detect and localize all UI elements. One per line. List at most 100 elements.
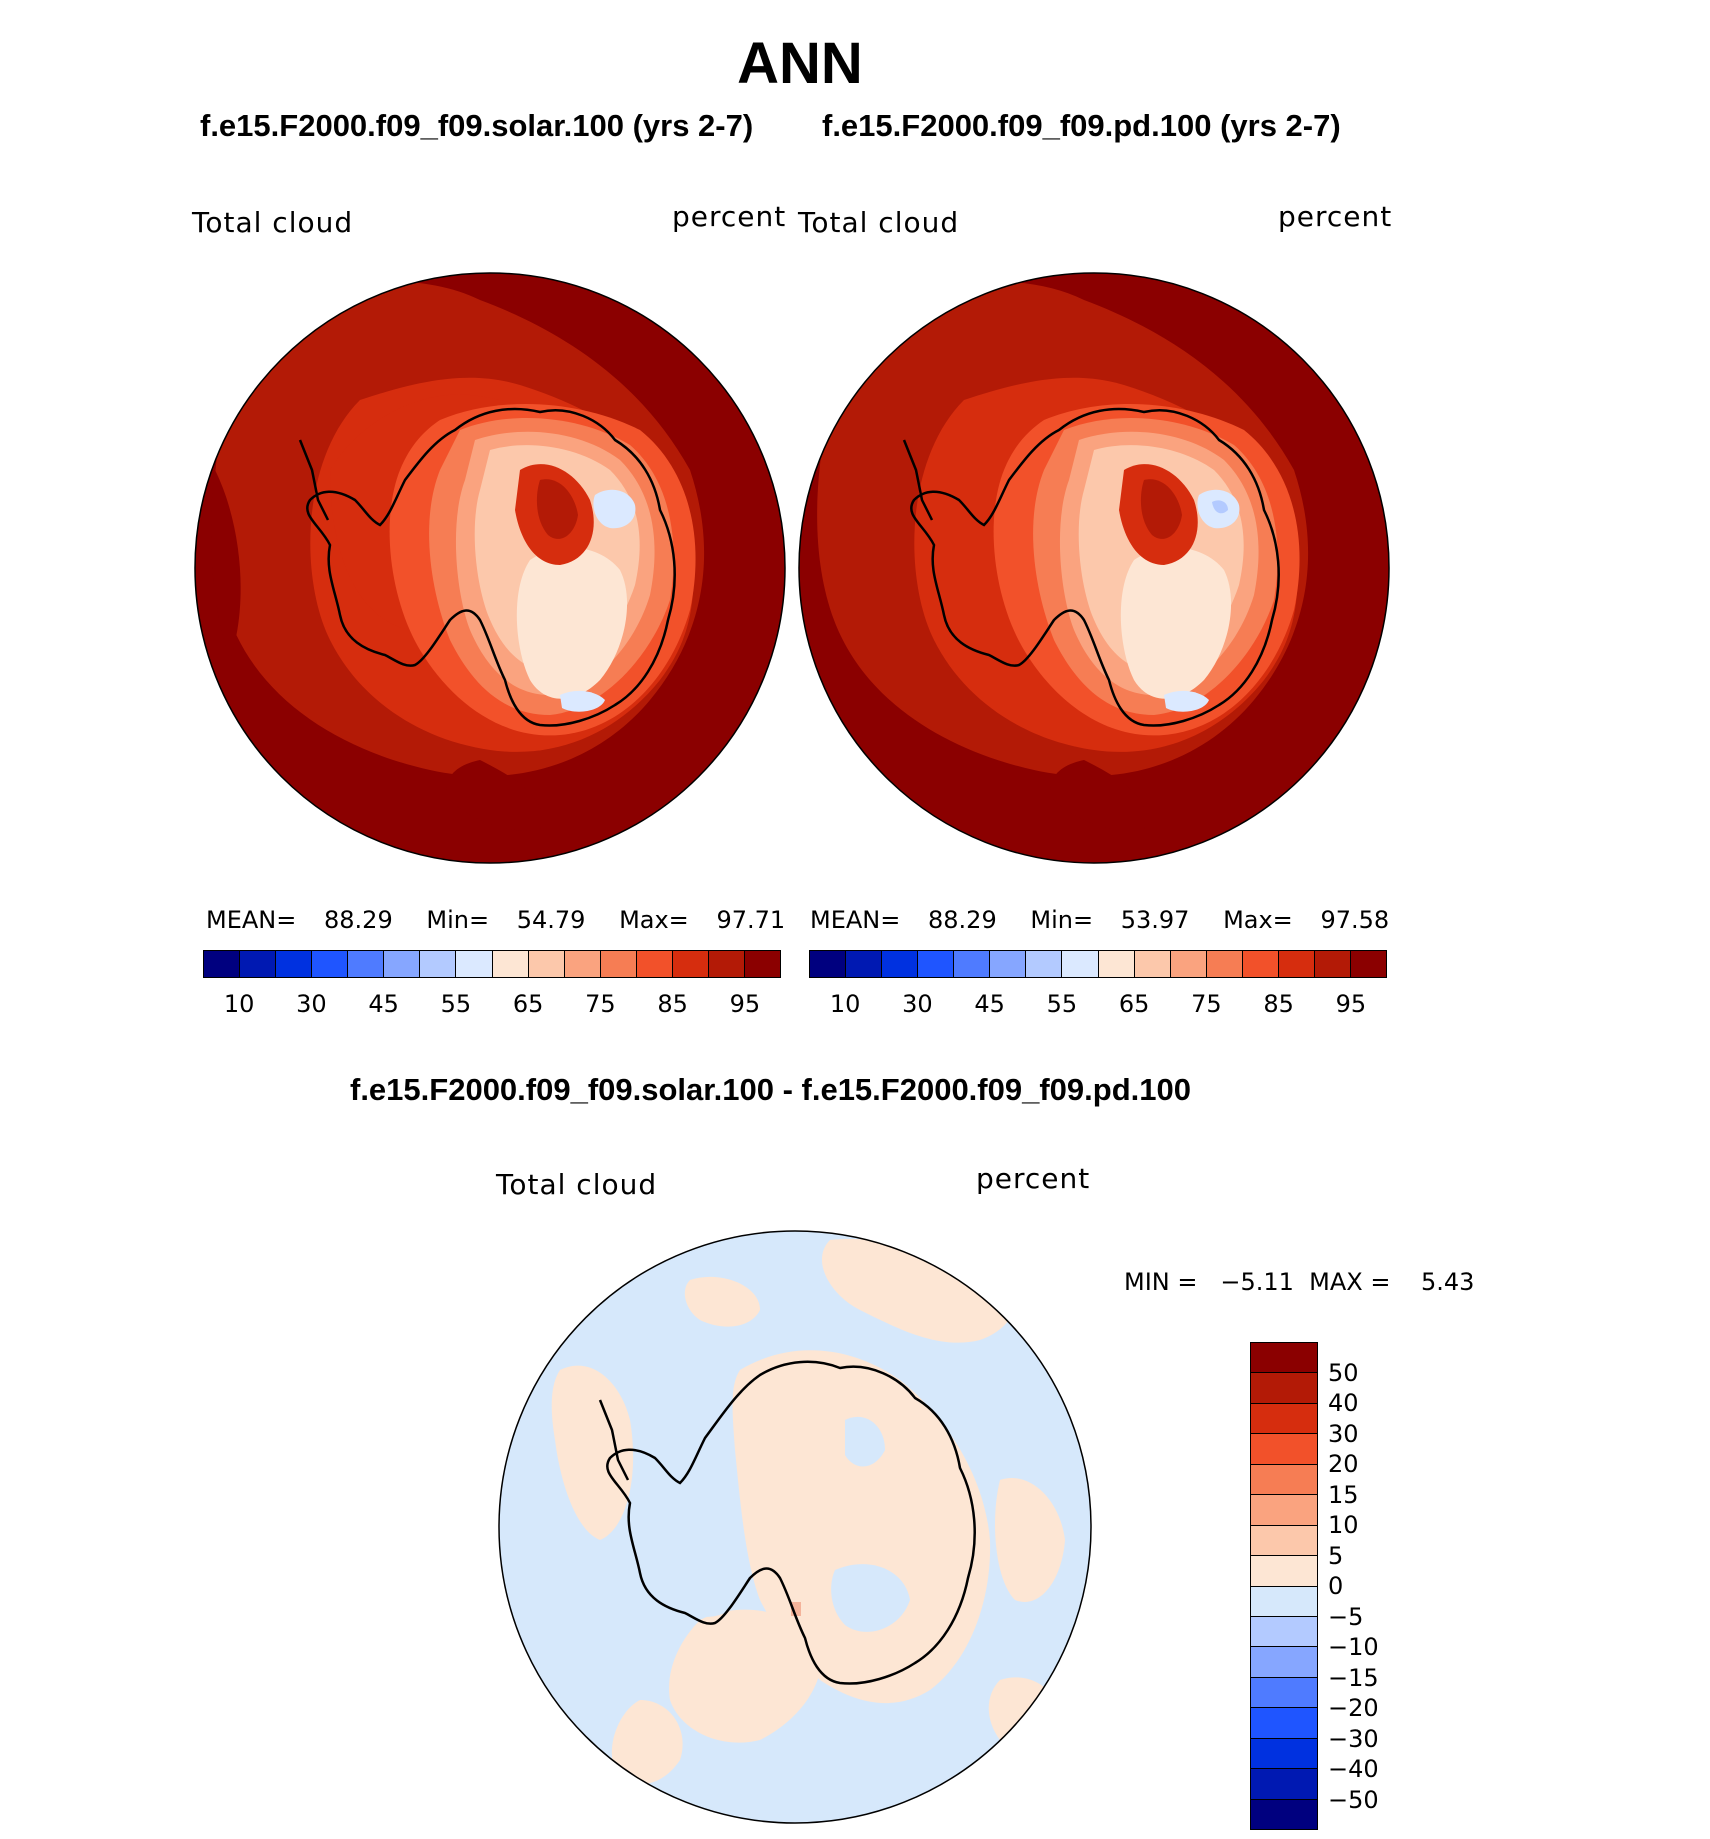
left-colorbar-tick-label: 65 — [512, 990, 544, 1018]
right-colorbar-swatch — [1350, 951, 1386, 977]
diff-colorbar — [1250, 1342, 1318, 1830]
diff-colorbar-swatch — [1251, 1464, 1317, 1496]
diff-colorbar-tick-label: 5 — [1328, 1541, 1344, 1570]
diff-colorbar-swatch — [1251, 1799, 1317, 1829]
right-colorbar-tick-label: 10 — [829, 990, 861, 1018]
left-variable-label: Total cloud — [192, 206, 354, 239]
left-colorbar-ticks: 10 30 45 55 65 75 85 95 — [203, 990, 781, 1020]
left-colorbar-swatch — [492, 951, 529, 977]
left-colorbar-tick-label: 85 — [657, 990, 688, 1018]
left-colorbar-swatch — [204, 951, 241, 977]
diff-colorbar-ticks: 50 40 30 20 15 10 5 0 −5 −10 −15 −20 −30 −40 −50 — [1328, 1342, 1408, 1830]
right-colorbar-tick-label: 65 — [1118, 990, 1150, 1018]
right-colorbar-swatch — [1026, 951, 1063, 977]
left-min-value: 54.79 — [516, 906, 586, 934]
diff-colorbar-tick-label: 10 — [1328, 1511, 1359, 1539]
right-colorbar-swatch — [1098, 951, 1135, 977]
right-colorbar — [809, 950, 1387, 978]
right-variable-label: Total cloud — [798, 206, 960, 239]
right-colorbar-swatch — [954, 951, 991, 977]
diff-colorbar-swatch — [1251, 1434, 1317, 1465]
right-max-label: Max= — [1223, 906, 1293, 934]
left-colorbar-swatch — [276, 951, 313, 977]
diff-colorbar-swatch — [1251, 1586, 1317, 1617]
diff-colorbar-tick-label: −30 — [1328, 1724, 1379, 1753]
right-colorbar-tick-label: 95 — [1335, 990, 1367, 1018]
right-colorbar-swatch — [1278, 951, 1315, 977]
left-colorbar-swatch — [528, 951, 565, 977]
right-colorbar-tick-label: 75 — [1191, 990, 1222, 1018]
left-colorbar-tick-label: 10 — [223, 990, 255, 1018]
right-stats: MEAN= 88.29 Min= 53.97 Max= 97.58 — [810, 906, 1389, 934]
left-colorbar-swatch — [744, 951, 780, 977]
diff-colorbar-swatch — [1251, 1738, 1317, 1770]
left-colorbar — [203, 950, 781, 978]
left-colorbar-swatch — [456, 951, 493, 977]
diff-colorbar-tick-label: −50 — [1328, 1785, 1379, 1814]
left-colorbar-tick-label: 45 — [368, 990, 399, 1018]
diff-colorbar-swatch — [1251, 1373, 1317, 1404]
right-colorbar-swatch — [1206, 951, 1243, 977]
left-colorbar-swatch — [420, 951, 457, 977]
diff-colorbar-swatch — [1251, 1616, 1317, 1648]
left-colorbar-tick-label: 55 — [440, 990, 472, 1018]
right-colorbar-tick-label: 30 — [902, 990, 933, 1018]
diff-colorbar-tick-label: 20 — [1328, 1450, 1359, 1478]
diff-colorbar-swatch — [1251, 1495, 1317, 1526]
left-mean-label: MEAN= — [206, 906, 297, 934]
left-colorbar-tick-label: 95 — [729, 990, 761, 1018]
diff-colorbar-swatch — [1251, 1677, 1317, 1709]
right-min-label: Min= — [1030, 906, 1094, 934]
diff-units-label: percent — [976, 1162, 1091, 1195]
right-colorbar-swatch — [1134, 951, 1171, 977]
right-case-title: f.e15.F2000.f09_f09.pd.100 (yrs 2-7) — [822, 108, 1341, 143]
diff-colorbar-tick-label: 15 — [1328, 1480, 1359, 1509]
diff-variable-label: Total cloud — [496, 1168, 658, 1201]
diff-colorbar-tick-label: 0 — [1328, 1572, 1344, 1600]
diff-colorbar-tick-label: −20 — [1328, 1694, 1379, 1722]
left-colorbar-swatch — [636, 951, 673, 977]
diff-colorbar-tick-label: 30 — [1328, 1419, 1359, 1448]
left-max-label: Max= — [619, 906, 689, 934]
left-colorbar-swatch — [564, 951, 601, 977]
left-stats: MEAN= 88.29 Min= 54.79 Max= 97.71 — [206, 906, 785, 934]
right-units-label: percent — [1278, 200, 1393, 233]
left-mean-value: 88.29 — [324, 906, 393, 934]
right-colorbar-tick-label: 85 — [1263, 990, 1294, 1018]
diff-colorbar-swatch — [1251, 1769, 1317, 1800]
diff-minmax: MIN = −5.11 MAX = 5.43 — [1124, 1268, 1475, 1296]
right-mean-value: 88.29 — [928, 906, 997, 934]
diff-colorbar-tick-label: 40 — [1328, 1389, 1359, 1417]
right-colorbar-swatch — [810, 951, 847, 977]
right-colorbar-swatch — [846, 951, 883, 977]
left-colorbar-tick-label: 75 — [585, 990, 616, 1018]
left-colorbar-swatch — [600, 951, 637, 977]
right-colorbar-swatch — [990, 951, 1027, 977]
diff-colorbar-swatch — [1251, 1647, 1317, 1678]
left-colorbar-swatch — [672, 951, 709, 977]
right-colorbar-tick-label: 45 — [974, 990, 1005, 1018]
diff-colorbar-swatch — [1251, 1403, 1317, 1435]
right-colorbar-swatch — [1314, 951, 1351, 977]
right-colorbar-tick-label: 55 — [1046, 990, 1078, 1018]
left-max-value: 97.71 — [716, 906, 786, 934]
right-colorbar-ticks: 10 30 45 55 65 75 85 95 — [809, 990, 1387, 1020]
right-max-value: 97.58 — [1320, 906, 1390, 934]
diff-case-title: f.e15.F2000.f09_f09.solar.100 - f.e15.F2… — [350, 1072, 1191, 1107]
diff-colorbar-tick-label: −15 — [1328, 1663, 1379, 1692]
diff-colorbar-swatch — [1251, 1556, 1317, 1587]
diff-colorbar-tick-label: 50 — [1328, 1358, 1359, 1387]
left-colorbar-swatch — [312, 951, 349, 977]
left-colorbar-swatch — [348, 951, 385, 977]
right-mean-label: MEAN= — [810, 906, 901, 934]
diff-colorbar-tick-label: −10 — [1328, 1633, 1379, 1661]
left-colorbar-swatch — [384, 951, 421, 977]
left-colorbar-swatch — [708, 951, 745, 977]
left-colorbar-tick-label: 30 — [296, 990, 327, 1018]
diff-colorbar-tick-label: −5 — [1328, 1602, 1364, 1631]
left-min-label: Min= — [426, 906, 490, 934]
left-case-title: f.e15.F2000.f09_f09.solar.100 (yrs 2-7) — [200, 108, 754, 143]
